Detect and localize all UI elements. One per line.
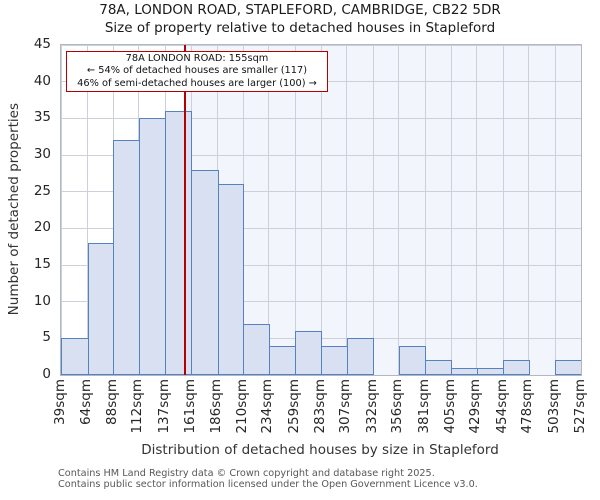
gridline-vertical [346,45,348,375]
histogram-bar [268,345,297,375]
histogram-bar [87,243,115,375]
gridline-vertical [398,45,400,375]
x-axis-tick-label: 210sqm [233,379,250,434]
gridline-vertical [61,45,62,375]
y-axis-tick-label: 0 [42,366,51,382]
footer: Contains HM Land Registry data © Crown c… [58,468,478,490]
gridline-vertical [554,45,556,375]
gridline-vertical [372,45,374,375]
histogram-bar [217,184,245,375]
histogram-bar [113,140,140,375]
x-axis-tick-label: 503sqm [545,379,562,434]
histogram-bar [451,367,478,375]
x-axis-tick-label: 64sqm [78,379,95,425]
x-axis-tick-label: 527sqm [571,379,588,434]
footer-line2: Contains public sector information licen… [58,479,478,490]
histogram-bar [243,323,270,375]
x-axis-tick-label: 429sqm [467,379,484,434]
x-axis-tick-label: 307sqm [337,379,354,434]
gridline-vertical [528,45,530,375]
annotation-box: 78A LONDON ROAD: 155sqm ← 54% of detache… [66,51,328,92]
y-axis-tick-label: 35 [33,109,51,126]
y-axis-tick-label: 45 [33,36,51,52]
gridline-vertical [450,45,452,375]
x-axis-tick-label: 161sqm [181,379,198,434]
property-size-marker-line [183,45,186,375]
gridline-vertical [476,45,478,375]
y-axis-label-wrap: Number of detached properties [4,44,24,374]
gridline-vertical [320,45,322,375]
histogram-bar [346,338,375,375]
y-axis-tick-label: 10 [33,292,51,309]
histogram-bar [425,360,452,375]
gridline-vertical [87,45,89,375]
y-axis-tick-label: 15 [33,256,51,272]
chart-title-block: 78A, LONDON ROAD, STAPLEFORD, CAMBRIDGE,… [0,2,600,37]
x-axis-tick-label: 88sqm [103,379,120,425]
y-axis-tick-label: 40 [33,72,51,89]
x-axis-tick-label: 478sqm [519,379,536,434]
chart-subtitle: Size of property relative to detached ho… [104,19,496,36]
y-axis-tick-label: 5 [42,329,51,346]
annotation-line3: 46% of semi-detached houses are larger (… [77,77,317,89]
gridline-vertical [294,45,296,375]
histogram-bar [138,118,167,375]
y-axis-tick-label: 30 [33,146,51,162]
plot-area: 78A LONDON ROAD: 155sqm ← 54% of detache… [60,44,582,376]
y-axis-tick-label: 25 [33,182,51,199]
x-axis-tick-label: 112sqm [129,379,146,434]
gridline-vertical [424,45,426,375]
x-axis-tick-label: 39sqm [51,379,68,425]
histogram-bar [555,360,581,375]
footer-line1: Contains HM Land Registry data © Crown c… [58,468,435,479]
x-axis-tick-label: 283sqm [311,379,328,434]
histogram-bar [398,345,427,375]
x-axis-tick-label: 332sqm [363,379,380,434]
x-axis-tick-label: 137sqm [155,379,172,434]
chart-title: 78A, LONDON ROAD, STAPLEFORD, CAMBRIDGE,… [99,2,501,18]
gridline-vertical [580,45,581,375]
histogram-bar [321,345,348,375]
x-axis-tick-label: 381sqm [415,379,432,434]
x-axis-tick-label: 454sqm [493,379,510,434]
larger-size-region-shade [184,45,581,375]
x-axis-tick-label: 356sqm [389,379,406,434]
x-axis-tick-label: 259sqm [285,379,302,434]
x-axis-tick-label: 186sqm [208,379,225,434]
x-axis-tick-label: 405sqm [441,379,458,434]
annotation-line2: ← 54% of detached houses are smaller (11… [86,65,308,77]
histogram-bar [476,367,505,375]
y-axis-tick-label: 20 [33,219,51,236]
histogram-bar [61,338,89,375]
histogram-bar [191,169,219,375]
x-axis-label: Distribution of detached houses by size … [141,442,499,458]
gridline-vertical [502,45,504,375]
gridline-vertical [268,45,270,375]
histogram-bar [503,360,530,375]
histogram-bar [295,331,322,375]
x-axis-tick-label: 234sqm [259,379,276,434]
histogram-bar [165,111,192,375]
annotation-line1: 78A LONDON ROAD: 155sqm [125,53,269,64]
y-axis-label: Number of detached properties [6,102,22,316]
